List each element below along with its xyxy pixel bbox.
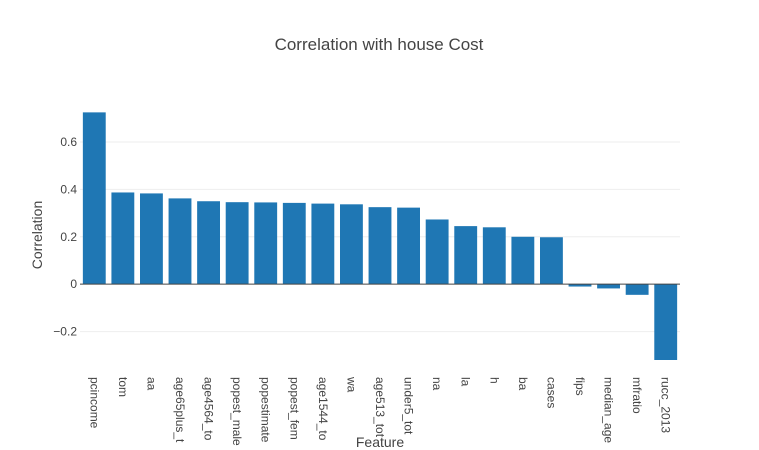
x-tick-label: tom [116, 377, 130, 397]
y-axis-title: Correlation [29, 201, 45, 269]
bar-age65plus_t [168, 198, 192, 285]
x-tick-label: mfratio [630, 377, 644, 414]
y-tick-label: −0.2 [53, 325, 77, 339]
x-tick-label: fips [573, 377, 587, 396]
x-tick-label: median_age [602, 377, 616, 443]
x-tick-label: popest_fem [287, 377, 301, 440]
x-axis-title: Feature [356, 434, 404, 450]
y-tick-label: 0 [70, 277, 77, 291]
bar-age4564_to [197, 201, 220, 285]
x-tick-label: cases [544, 377, 558, 408]
x-tick-label: h [487, 377, 501, 384]
x-tick-label: age1544_to [316, 377, 330, 441]
bar-la [454, 226, 478, 285]
x-tick-label: aa [144, 377, 158, 391]
x-tick-label: age4564_to [202, 377, 216, 441]
y-tick-label: 0.6 [60, 135, 77, 149]
x-tick-label: age513_tot [373, 377, 387, 438]
x-tick-label: ba [516, 377, 530, 391]
x-tick-label: rucc_2013 [659, 377, 673, 433]
bar-age513_tot [368, 207, 392, 285]
bar-pcincome [82, 112, 106, 285]
x-tick-label: wa [344, 376, 358, 393]
bar-aa [140, 193, 163, 285]
bar-na [425, 219, 449, 285]
bar-median_age [597, 284, 620, 289]
bar-popest_fem [282, 202, 306, 285]
bar-popest_male [225, 202, 249, 285]
x-tick-label: pcincome [87, 377, 101, 429]
x-tick-label: age65plus_t [173, 377, 187, 443]
chart-title: Correlation with house Cost [275, 35, 484, 54]
bar-fips [568, 284, 592, 287]
bars [82, 112, 678, 360]
x-tick-labels: pcincome tom aa age65plus_t age4564_to popest… [87, 376, 672, 446]
bar-popestimate [254, 202, 278, 285]
bar-wa [340, 204, 363, 285]
bar-cases [540, 237, 563, 285]
x-tick-label: under5_tot [402, 377, 416, 435]
y-tick-label: 0.4 [60, 182, 77, 196]
bar-tom [111, 192, 135, 285]
x-tick-label: na [430, 377, 444, 391]
bar-age1544_to [311, 203, 335, 285]
bar-ba [511, 236, 535, 285]
y-tick-label: 0.2 [60, 230, 77, 244]
bar-h [482, 227, 506, 285]
x-tick-label: popestimate [259, 377, 273, 443]
bar-rucc_2013 [654, 284, 678, 360]
bar-under5_tot [397, 207, 420, 285]
x-tick-label: la [459, 377, 473, 387]
bar-mfratio [625, 284, 649, 295]
y-tick-labels: −0.2 0 0.2 0.4 0.6 [53, 135, 77, 339]
x-tick-label: popest_male [230, 377, 244, 446]
